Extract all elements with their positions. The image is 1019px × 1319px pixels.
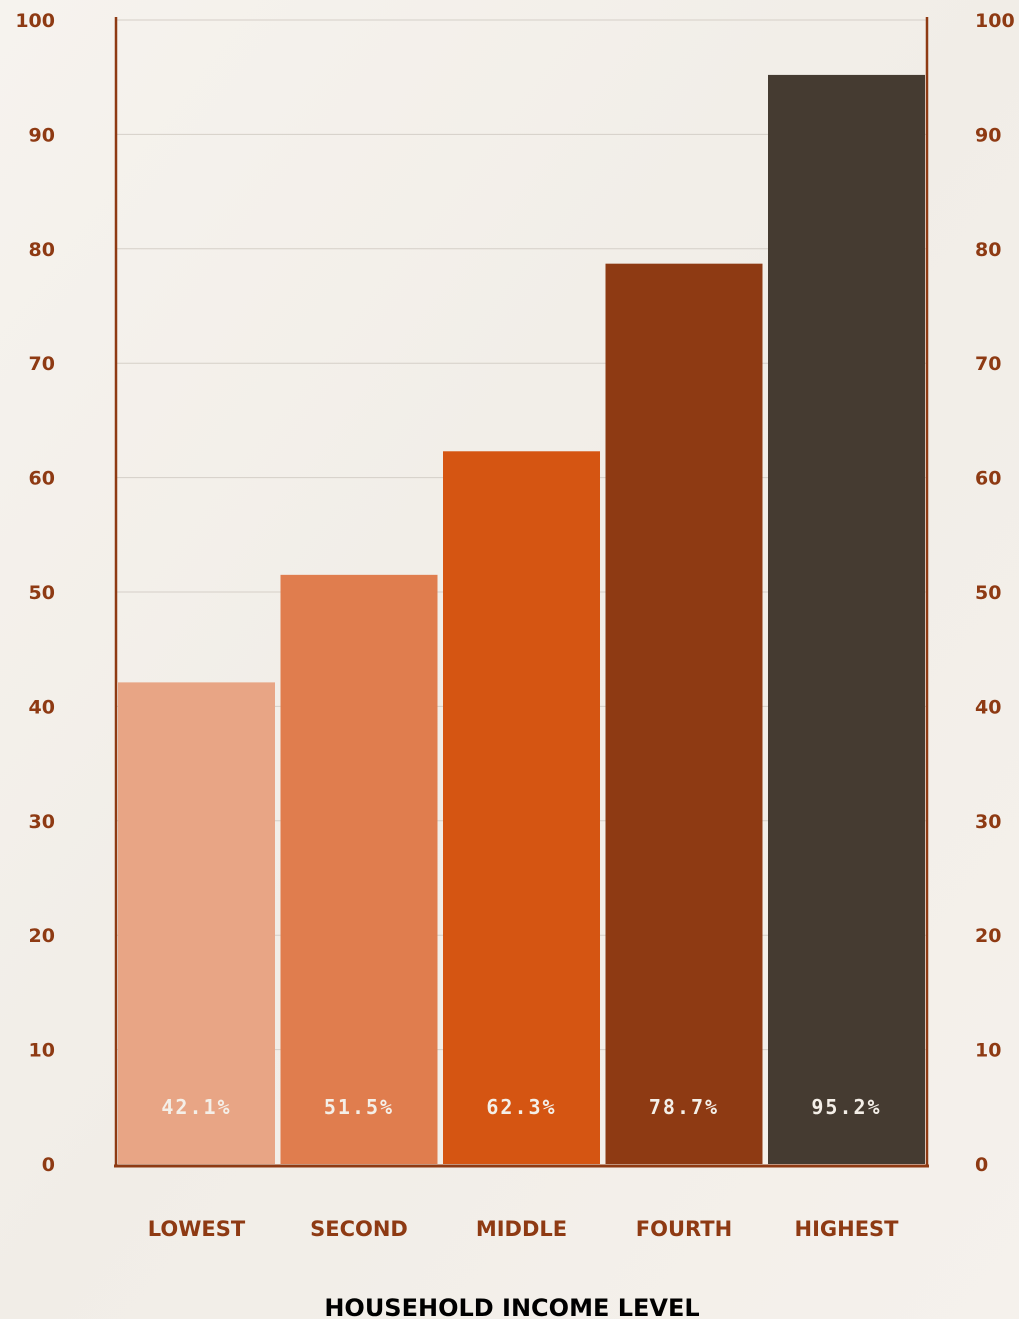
data-label: 78.7% xyxy=(649,1095,719,1119)
y-tick-label: 50 xyxy=(29,582,55,604)
data-label: 62.3% xyxy=(486,1095,556,1119)
category-label: HIGHEST xyxy=(795,1217,900,1241)
y-tick-label: 60 xyxy=(975,468,1001,490)
x-axis-categories: LOWEST SECOND MIDDLE FOURTH HIGHEST xyxy=(148,1217,899,1241)
y-tick-label: 0 xyxy=(42,1154,55,1176)
data-label: 42.1% xyxy=(161,1095,231,1119)
y-tick-label: 20 xyxy=(29,925,55,947)
bar xyxy=(443,451,600,1165)
y-tick-label: 30 xyxy=(29,811,55,833)
bar xyxy=(605,263,763,1164)
bars xyxy=(118,74,925,1165)
y-tick-label: 100 xyxy=(975,10,1015,32)
data-label: 51.5% xyxy=(324,1095,394,1119)
category-label: LOWEST xyxy=(148,1217,246,1241)
bar xyxy=(768,74,925,1165)
y-tick-label: 80 xyxy=(975,239,1001,261)
y-tick-label: 70 xyxy=(975,353,1001,375)
y-tick-label: 60 xyxy=(29,468,55,490)
y-tick-label: 50 xyxy=(975,582,1001,604)
y-tick-label: 70 xyxy=(29,353,55,375)
y-tick-label: 80 xyxy=(29,239,55,261)
bar xyxy=(280,574,438,1164)
y-tick-label: 10 xyxy=(975,1040,1001,1062)
y-tick-label: 0 xyxy=(975,1154,988,1176)
y-tick-label: 100 xyxy=(15,10,55,32)
data-label: 95.2% xyxy=(811,1095,881,1119)
y-tick-label: 40 xyxy=(29,696,55,718)
y-axis-right-ticks: 0 10 20 30 40 50 60 70 80 90 100 xyxy=(975,10,1015,1176)
y-tick-label: 30 xyxy=(975,811,1001,833)
y-tick-label: 20 xyxy=(975,925,1001,947)
y-tick-label: 10 xyxy=(29,1040,55,1062)
y-tick-label: 90 xyxy=(975,124,1001,146)
x-axis-title: HOUSEHOLD INCOME LEVEL xyxy=(324,1294,699,1319)
y-tick-label: 90 xyxy=(29,124,55,146)
category-label: MIDDLE xyxy=(476,1217,567,1241)
bar xyxy=(118,682,275,1164)
category-label: SECOND xyxy=(310,1217,408,1241)
y-axis-left-ticks: 0 10 20 30 40 50 60 70 80 90 100 xyxy=(15,10,55,1176)
category-label: FOURTH xyxy=(636,1217,732,1241)
data-labels: 42.1% 51.5% 62.3% 78.7% 95.2% xyxy=(161,1095,881,1119)
axes xyxy=(114,17,929,1168)
y-tick-label: 40 xyxy=(975,696,1001,718)
